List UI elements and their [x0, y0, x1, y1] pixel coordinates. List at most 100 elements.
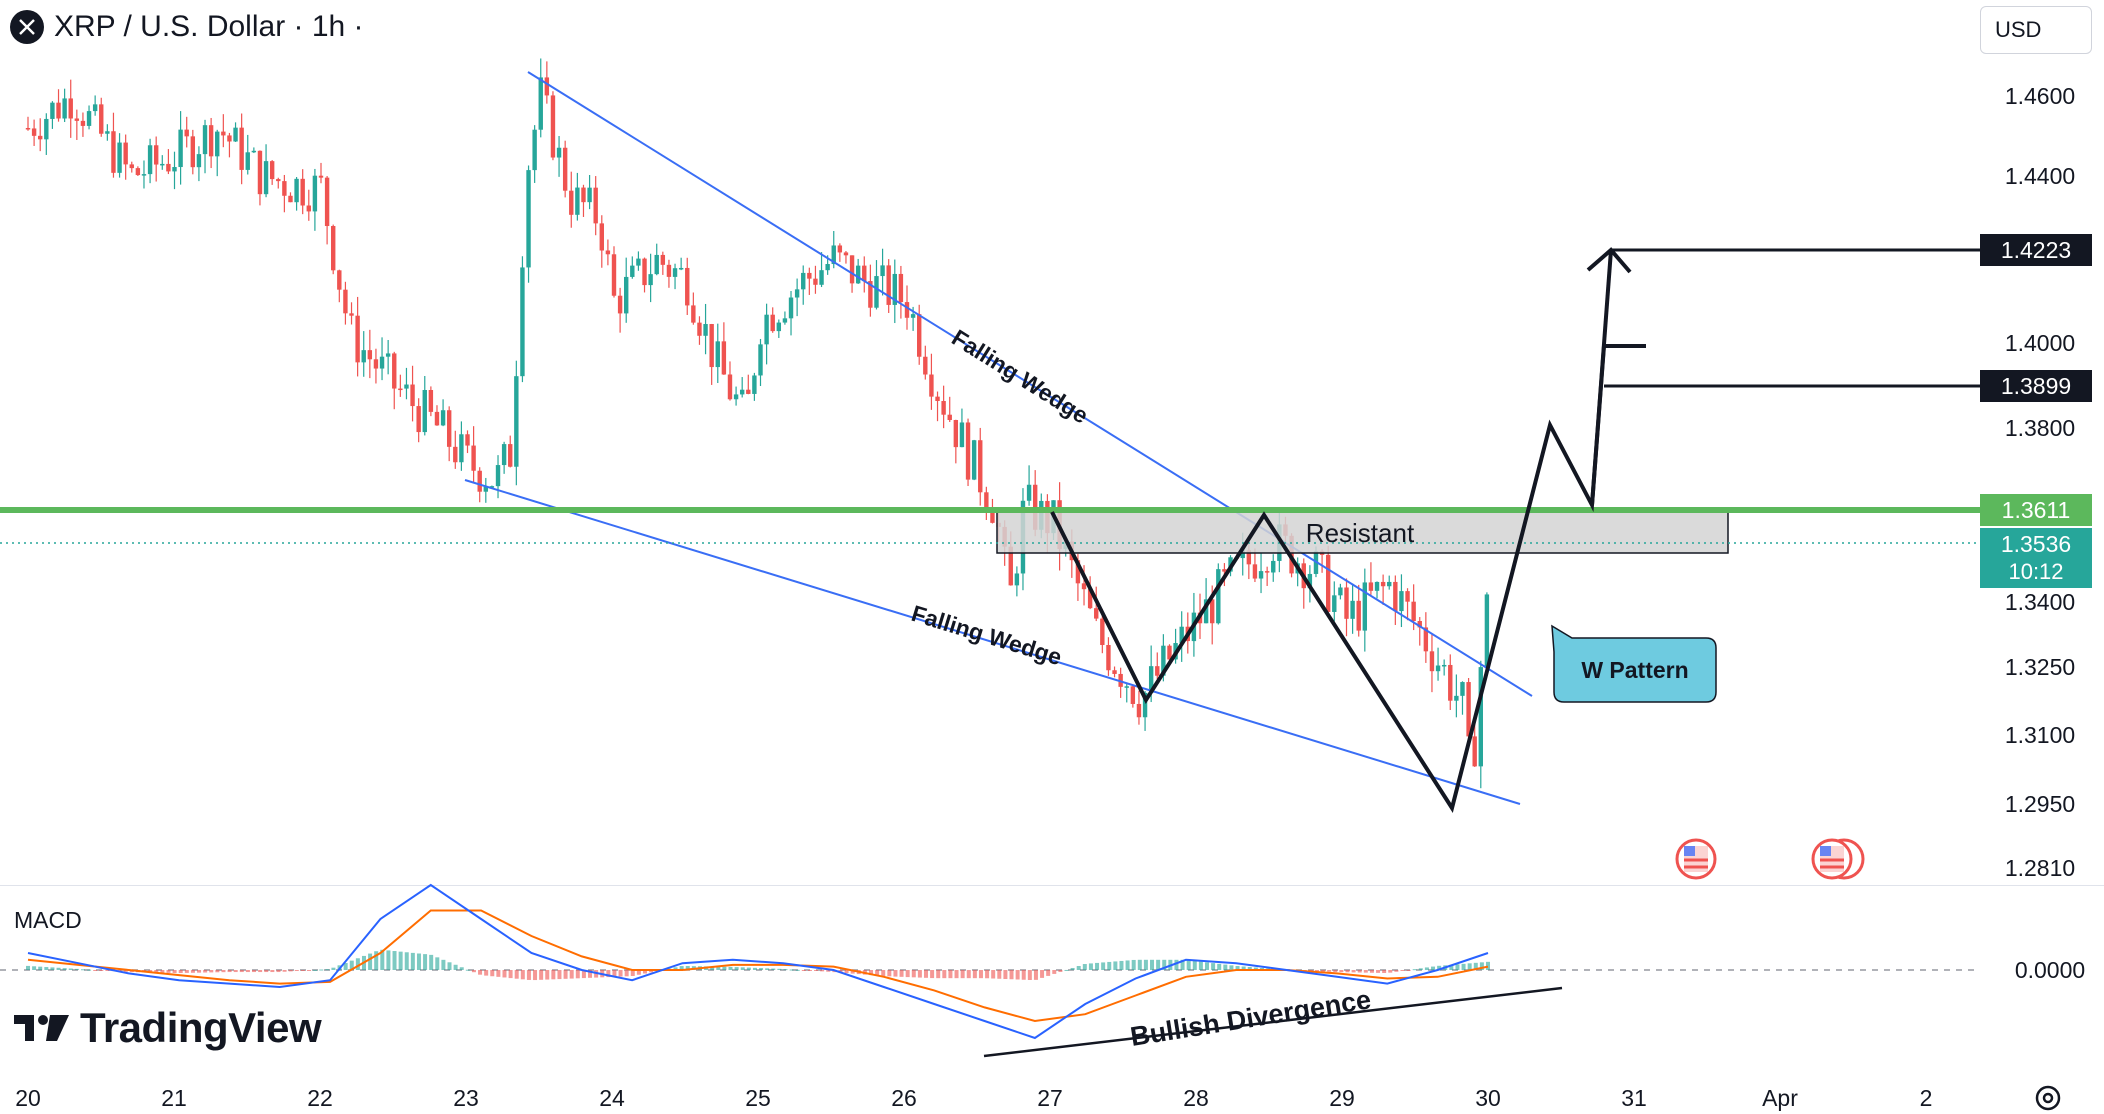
candle-body [1399, 591, 1404, 612]
macd-hist-bar [612, 970, 617, 977]
candle-body [434, 411, 440, 426]
macd-hist-bar [349, 960, 354, 970]
wedge-upper-line[interactable] [527, 71, 1533, 697]
candle-body [532, 129, 537, 171]
resistance-zone[interactable] [996, 509, 1729, 554]
macd-hist-bar [801, 970, 806, 971]
macd-hist-bar [478, 970, 483, 975]
candle-body [1478, 667, 1483, 767]
macd-hist-bar [227, 970, 232, 973]
symbol-title[interactable]: XRP / U.S. Dollar · 1h · [54, 10, 364, 43]
macd-hist-bar [869, 970, 874, 976]
candle-body [337, 270, 342, 290]
macd-hist-bar [184, 970, 189, 973]
candle-body [111, 131, 116, 173]
tradingview-logo[interactable]: TradingView [14, 1004, 322, 1052]
candle-body [324, 177, 330, 227]
candle-body [215, 131, 220, 157]
time-tick: Apr [1762, 1085, 1798, 1111]
macd-hist-bar [514, 970, 519, 979]
candle-body [709, 324, 714, 368]
time-tick: 27 [1037, 1085, 1063, 1111]
macd-hist-bar [386, 950, 391, 970]
candle-body [868, 281, 873, 308]
candle-body [398, 388, 403, 391]
macd-hist-bar [93, 970, 98, 971]
candle-body [385, 353, 391, 357]
macd-hist-bar [38, 966, 43, 970]
candle-body [465, 434, 470, 446]
candle-body [1179, 626, 1184, 644]
candle-body [1380, 581, 1386, 587]
time-tick: 22 [307, 1085, 333, 1111]
macd-hist-bar [850, 970, 855, 974]
macd-hist-bar [471, 970, 476, 973]
settings-gear-icon[interactable] [2035, 1085, 2061, 1111]
candle-body [947, 414, 952, 421]
projection-arrow[interactable] [1590, 249, 1613, 506]
macd-hist-bar [154, 970, 159, 973]
candle-body [166, 163, 171, 172]
candle-body [538, 77, 543, 130]
wedge-lower-line[interactable] [464, 479, 1521, 805]
candle-body [855, 265, 861, 284]
candle-body [843, 252, 849, 256]
us-event-flag-stack-icon[interactable] [1811, 838, 1865, 880]
candle-body [117, 142, 122, 173]
macd-hist-bar [1235, 966, 1240, 970]
w-pattern-callout[interactable] [1551, 624, 1717, 703]
candle-body [105, 131, 110, 134]
macd-hist-bar [1357, 970, 1362, 973]
macd-hist-bar [618, 970, 623, 977]
macd-hist-bar [1211, 963, 1216, 970]
macd-hist-bar [1382, 970, 1387, 973]
macd-hist-bar [1339, 970, 1344, 973]
candle-body [1374, 581, 1380, 591]
candle-body [208, 125, 214, 157]
macd-line[interactable] [27, 883, 1489, 1040]
macd-signal-line[interactable] [27, 909, 1489, 1023]
divergence-line[interactable] [983, 986, 1563, 1058]
candle-body [807, 272, 812, 279]
macd-hist-bar [1162, 959, 1167, 970]
w-pattern-path[interactable] [1050, 344, 1646, 813]
candle-body [68, 98, 73, 119]
us-event-flag-icon[interactable] [1675, 838, 1717, 880]
macd-hist-bar [630, 970, 635, 976]
candle-body [282, 181, 287, 196]
macd-hist-bar [68, 968, 73, 970]
candle-body [965, 422, 971, 480]
candle-body [495, 465, 501, 487]
macd-hist-bar [557, 970, 562, 980]
macd-hist-bar [484, 970, 489, 976]
candle-body [184, 129, 189, 137]
candle-body [654, 254, 659, 275]
macd-hist-bar [814, 970, 819, 971]
pane-divider[interactable] [0, 885, 2104, 886]
candle-body [1405, 591, 1410, 602]
candle-body [1167, 645, 1172, 660]
time-tick: 28 [1183, 1085, 1209, 1111]
candle-body [746, 389, 751, 394]
candle-body [929, 374, 934, 397]
macd-hist-bar [1327, 970, 1332, 972]
candle-body [831, 245, 836, 265]
candle-body [624, 276, 629, 314]
macd-hist-bar [533, 970, 538, 981]
macd-hist-bar [710, 966, 715, 970]
macd-hist-bar [520, 970, 525, 980]
candle-body [1362, 582, 1368, 631]
macd-hist-bar [746, 967, 751, 970]
candle-body [343, 289, 348, 314]
macd-hist-bar [954, 970, 959, 979]
macd-hist-bar [1217, 963, 1222, 970]
macd-hist-bar [56, 967, 61, 970]
currency-select[interactable]: USD [1980, 6, 2092, 54]
macd-hist-bar [575, 970, 580, 979]
candle-body [31, 128, 37, 136]
price-tick: 1.3800 [2005, 415, 2075, 441]
candle-body [276, 179, 281, 182]
macd-hist-bar [1040, 970, 1045, 978]
candle-body [917, 314, 922, 357]
